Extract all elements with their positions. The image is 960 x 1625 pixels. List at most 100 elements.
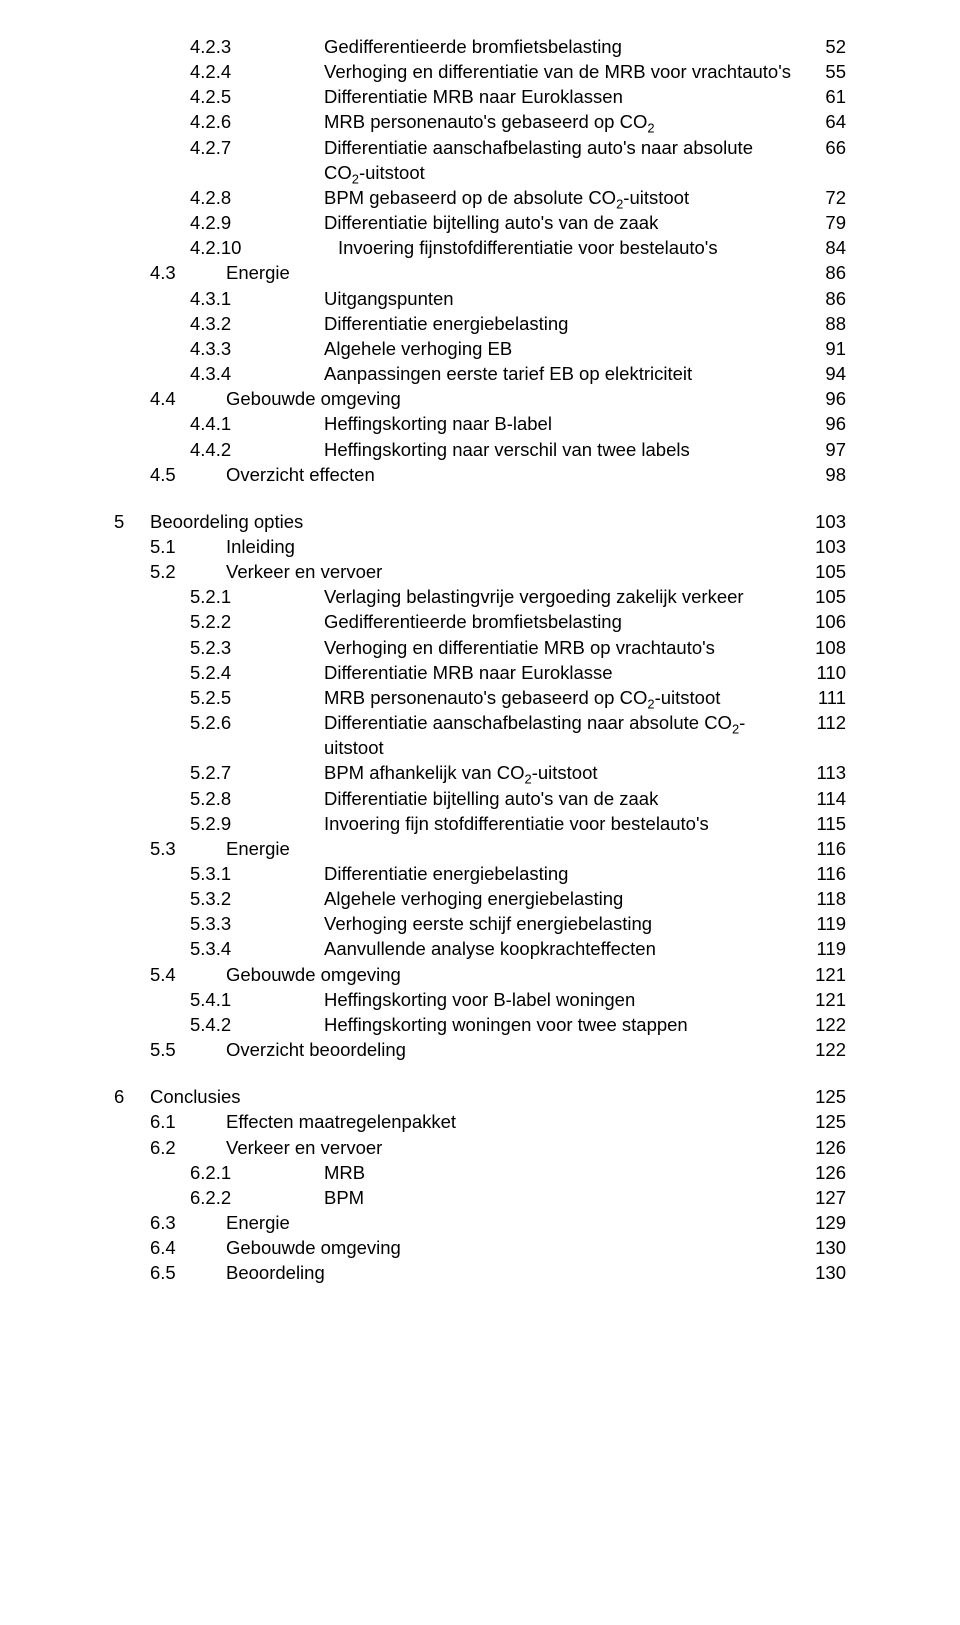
toc-page: 79 — [802, 210, 846, 235]
toc-entry: 6.2.1MRB126 — [114, 1160, 846, 1185]
toc-entry: 4.2.6MRB personenauto's gebaseerd op CO2… — [114, 109, 846, 134]
toc-entry: 4.3Energie86 — [114, 260, 846, 285]
toc-title: Inleiding — [226, 534, 802, 559]
toc-number: 4.3.1 — [114, 286, 324, 311]
toc-number: 4.3.4 — [114, 361, 324, 386]
toc-entry: 5.2.5MRB personenauto's gebaseerd op CO2… — [114, 685, 846, 710]
toc-title: Differentiatie energiebelasting — [324, 861, 802, 886]
toc-number: 5.3.1 — [114, 861, 324, 886]
toc-entry: 4.3.2Differentiatie energiebelasting88 — [114, 311, 846, 336]
toc-number: 6.1 — [114, 1109, 226, 1134]
toc-title: Gebouwde omgeving — [226, 962, 802, 987]
toc-page: 130 — [802, 1235, 846, 1260]
toc-title: Conclusies — [150, 1084, 802, 1109]
toc-entry: 5.3.4Aanvullende analyse koopkrachteffec… — [114, 936, 846, 961]
toc-number: 4.2.4 — [114, 59, 324, 84]
toc-page: 105 — [802, 584, 846, 609]
toc-number: 6.5 — [114, 1260, 226, 1285]
toc-number: 5.2.4 — [114, 660, 324, 685]
toc-page: 72 — [802, 185, 846, 210]
toc-entry: 6.1Effecten maatregelenpakket125 — [114, 1109, 846, 1134]
toc-title: Beoordeling opties — [150, 509, 802, 534]
toc-number: 5.3.2 — [114, 886, 324, 911]
toc-page: 118 — [802, 886, 846, 911]
toc-number: 5.2.5 — [114, 685, 324, 710]
toc-entry: 5.3.2Algehele verhoging energiebelasting… — [114, 886, 846, 911]
toc-gap — [114, 1062, 846, 1084]
toc-number: 4.3.3 — [114, 336, 324, 361]
toc-entry: 5.2.7BPM afhankelijk van CO2-uitstoot113 — [114, 760, 846, 785]
toc-page: 55 — [802, 59, 846, 84]
toc-entry: 6Conclusies125 — [114, 1084, 846, 1109]
toc-number: 5.4.1 — [114, 987, 324, 1012]
toc-page: 96 — [802, 386, 846, 411]
toc-page: 122 — [802, 1037, 846, 1062]
toc-number: 5.4 — [114, 962, 226, 987]
toc-entry: 5.5Overzicht beoordeling122 — [114, 1037, 846, 1062]
toc-title: Gebouwde omgeving — [226, 386, 802, 411]
toc-title: Energie — [226, 836, 802, 861]
toc-title: Verkeer en vervoer — [226, 559, 802, 584]
toc-page: 91 — [802, 336, 846, 361]
toc-title: Verhoging eerste schijf energiebelasting — [324, 911, 802, 936]
toc-entry: 4.4Gebouwde omgeving96 — [114, 386, 846, 411]
toc-number: 4.2.3 — [114, 34, 324, 59]
toc-title: Aanvullende analyse koopkrachteffecten — [324, 936, 802, 961]
toc-title: Differentiatie MRB naar Euroklasse — [324, 660, 802, 685]
toc-page: 96 — [802, 411, 846, 436]
toc-entry: 5.2.6Differentiatie aanschafbelasting na… — [114, 710, 846, 760]
toc-page: 98 — [802, 462, 846, 487]
toc-page: 97 — [802, 437, 846, 462]
toc-number: 4.4.2 — [114, 437, 324, 462]
toc-page: 111 — [802, 685, 846, 710]
toc-entry: 5.2.2Gedifferentieerde bromfietsbelastin… — [114, 609, 846, 634]
toc-number: 4.4 — [114, 386, 226, 411]
toc-title: BPM gebaseerd op de absolute CO2-uitstoo… — [324, 185, 802, 210]
toc-number: 4.3 — [114, 260, 226, 285]
toc-page: 61 — [802, 84, 846, 109]
toc-title: Gebouwde omgeving — [226, 1235, 802, 1260]
toc-title: Differentiatie aanschafbelasting auto's … — [324, 135, 802, 185]
toc-entry: 4.3.4Aanpassingen eerste tarief EB op el… — [114, 361, 846, 386]
toc-entry: 5.3Energie116 — [114, 836, 846, 861]
toc-title: Aanpassingen eerste tarief EB op elektri… — [324, 361, 802, 386]
toc-page: 119 — [802, 936, 846, 961]
toc-gap — [114, 487, 846, 509]
toc-title: Algehele verhoging EB — [324, 336, 802, 361]
toc-entry: 5.2.9Invoering fijn stofdifferentiatie v… — [114, 811, 846, 836]
toc-title: Invoering fijn stofdifferentiatie voor b… — [324, 811, 802, 836]
toc-entry: 6.3Energie129 — [114, 1210, 846, 1235]
toc-title: Energie — [226, 1210, 802, 1235]
toc-page: 86 — [802, 286, 846, 311]
toc-number: 5.2.1 — [114, 584, 324, 609]
toc-number: 6 — [114, 1084, 150, 1109]
toc-number: 5 — [114, 509, 150, 534]
toc-title: BPM — [324, 1185, 802, 1210]
toc-title: Beoordeling — [226, 1260, 802, 1285]
toc-number: 4.2.9 — [114, 210, 324, 235]
toc-page: 52 — [802, 34, 846, 59]
toc-entry: 5Beoordeling opties103 — [114, 509, 846, 534]
toc-entry: 4.4.2Heffingskorting naar verschil van t… — [114, 437, 846, 462]
toc-title: BPM afhankelijk van CO2-uitstoot — [324, 760, 802, 785]
toc-number: 5.3.4 — [114, 936, 324, 961]
toc-number: 6.3 — [114, 1210, 226, 1235]
toc-entry: 4.5Overzicht effecten98 — [114, 462, 846, 487]
toc-entry: 6.5Beoordeling130 — [114, 1260, 846, 1285]
toc-title: Heffingskorting naar B-label — [324, 411, 802, 436]
toc-title: Differentiatie energiebelasting — [324, 311, 802, 336]
toc-title: Heffingskorting naar verschil van twee l… — [324, 437, 802, 462]
toc-title: Energie — [226, 260, 802, 285]
toc-number: 4.2.5 — [114, 84, 324, 109]
toc-page: 126 — [802, 1135, 846, 1160]
toc-page: 113 — [802, 760, 846, 785]
toc-entry: 4.3.1Uitgangspunten86 — [114, 286, 846, 311]
toc-entry: 4.2.3Gedifferentieerde bromfietsbelastin… — [114, 34, 846, 59]
toc-entry: 4.4.1Heffingskorting naar B-label96 — [114, 411, 846, 436]
toc-title: Gedifferentieerde bromfietsbelasting — [324, 34, 802, 59]
toc-page: 84 — [802, 235, 846, 260]
toc-title: MRB — [324, 1160, 802, 1185]
toc-page: 121 — [802, 962, 846, 987]
toc-entry: 5.2.4Differentiatie MRB naar Euroklasse1… — [114, 660, 846, 685]
toc-page: 125 — [802, 1109, 846, 1134]
